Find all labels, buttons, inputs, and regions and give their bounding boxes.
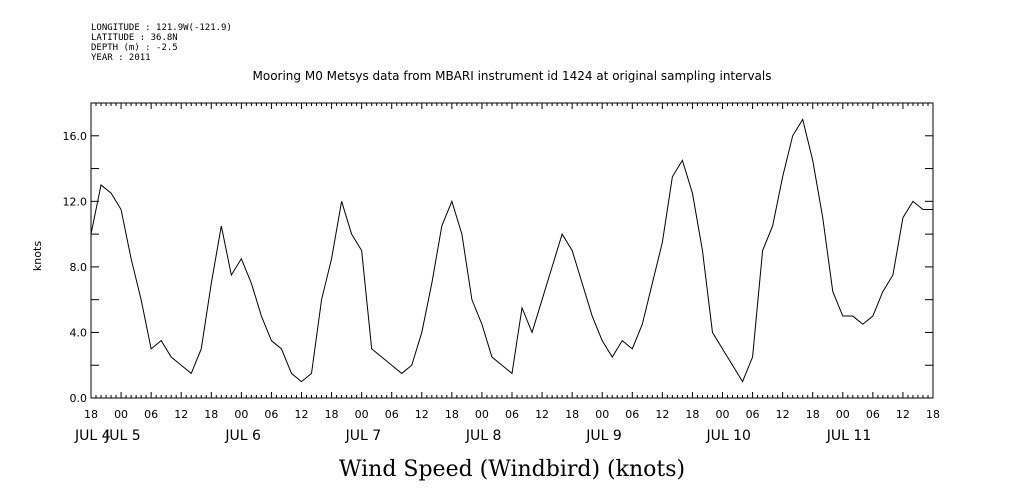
x-tick-label: 18 xyxy=(84,408,98,421)
x-day-label: JUL 6 xyxy=(224,428,261,444)
x-tick-label: 18 xyxy=(926,408,940,421)
y-tick-label: 8.0 xyxy=(70,261,88,274)
depth-label: DEPTH (m) : -2.5 xyxy=(91,43,178,53)
x-tick-label: 00 xyxy=(234,408,248,421)
x-tick-label: 00 xyxy=(595,408,609,421)
y-tick-label: 0.0 xyxy=(70,392,88,405)
longitude-label: LONGITUDE : 121.9W(-121.9) xyxy=(91,23,232,33)
y-tick-label: 12.0 xyxy=(63,195,88,208)
x-day-label: JUL 7 xyxy=(345,428,382,444)
x-tick-label: 00 xyxy=(355,408,369,421)
series-layer xyxy=(90,118,933,383)
x-tick-label: 06 xyxy=(866,408,880,421)
x-tick-label: 06 xyxy=(746,408,760,421)
x-day-label: JUL 5 xyxy=(104,428,141,444)
x-tick-label: 12 xyxy=(295,408,309,421)
x-day-label: JUL 11 xyxy=(826,428,871,444)
x-day-label: JUL 10 xyxy=(706,428,751,444)
x-tick-label: 12 xyxy=(776,408,790,421)
y-axis-label: knots xyxy=(31,241,44,271)
x-tick-label: 12 xyxy=(415,408,429,421)
x-axis-label: Wind Speed (Windbird) (knots) xyxy=(339,457,685,482)
x-tick-label: 06 xyxy=(264,408,278,421)
x-day-label: JUL 4 xyxy=(74,428,111,444)
x-tick-label: 06 xyxy=(625,408,639,421)
x-tick-label: 06 xyxy=(385,408,399,421)
x-tick-label: 00 xyxy=(475,408,489,421)
y-tick-labels: 0.0 4.0 8.0 12.0 16.0 xyxy=(63,130,88,405)
axis-ticks xyxy=(90,102,934,399)
x-tick-label: 12 xyxy=(535,408,549,421)
x-tick-label: 18 xyxy=(445,408,459,421)
x-tick-label: 00 xyxy=(716,408,730,421)
x-tick-label: 00 xyxy=(836,408,850,421)
latitude-label: LATITUDE : 36.8N xyxy=(91,33,178,43)
x-tick-label: 12 xyxy=(174,408,188,421)
x-day-label: JUL 8 xyxy=(465,428,502,444)
x-tick-label: 06 xyxy=(144,408,158,421)
chart-title: Mooring M0 Metsys data from MBARI instru… xyxy=(253,69,772,83)
year-label: YEAR : 2011 xyxy=(91,53,151,63)
x-tick-label: 18 xyxy=(685,408,699,421)
x-tick-label: 18 xyxy=(565,408,579,421)
x-tick-label: 12 xyxy=(896,408,910,421)
x-tick-label: 18 xyxy=(204,408,218,421)
x-day-label: JUL 9 xyxy=(585,428,622,444)
x-tick-label: 18 xyxy=(806,408,820,421)
x-tick-label: 00 xyxy=(114,408,128,421)
x-tick-label: 06 xyxy=(505,408,519,421)
x-tick-label: 18 xyxy=(325,408,339,421)
series-line xyxy=(90,118,933,383)
x-tick-labels: 18 00 06 12 18 00 06 12 18 00 06 12 18 00 06 12 18 00 06 12… xyxy=(84,408,940,421)
y-tick-label: 4.0 xyxy=(70,326,88,339)
y-tick-label: 16.0 xyxy=(63,130,88,143)
x-tick-label: 12 xyxy=(655,408,669,421)
